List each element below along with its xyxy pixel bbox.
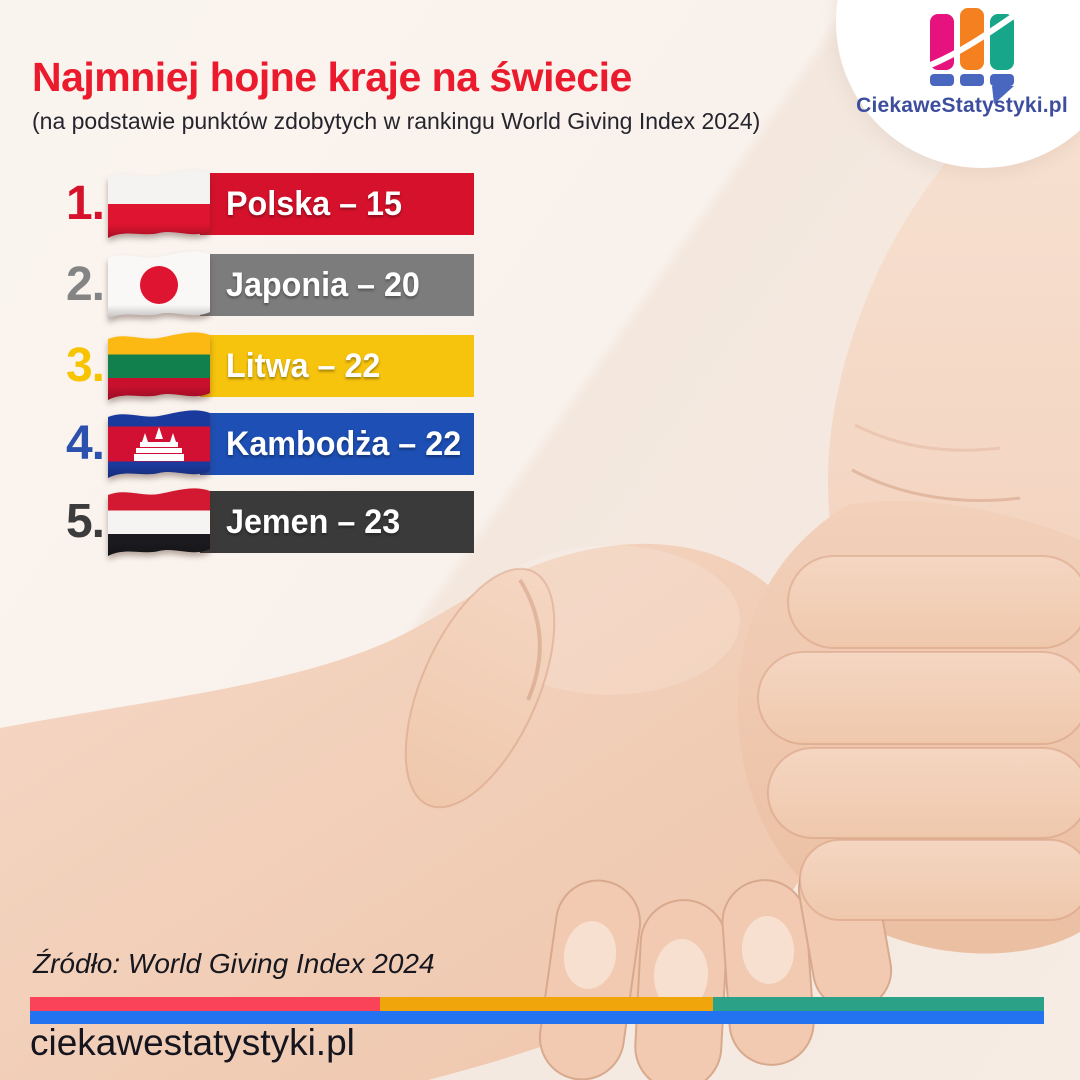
angkor-wat-emblem bbox=[134, 427, 184, 461]
cambodia-flag-icon bbox=[108, 408, 210, 480]
rank-banner: Litwa – 22 bbox=[200, 335, 474, 397]
rank-label: Kambodża – 22 bbox=[226, 424, 462, 463]
poland-flag-icon bbox=[108, 168, 210, 240]
logo-text: CiekaweStatystyki.pl bbox=[856, 94, 1068, 117]
stripe-segment bbox=[380, 997, 713, 1011]
rank-banner: Kambodża – 22 bbox=[200, 413, 474, 475]
ciekawestatystyki-logo-icon bbox=[930, 7, 1020, 104]
footer-stripe bbox=[30, 997, 1044, 1011]
stripe-segment bbox=[30, 997, 380, 1011]
japan-flag-icon bbox=[108, 249, 210, 321]
site-url: ciekawestatystyki.pl bbox=[30, 1022, 355, 1063]
rank-label: Jemen – 23 bbox=[226, 502, 401, 541]
ranking-row-1: 1. Polska – 15 bbox=[40, 168, 474, 240]
source-note: Źródło: World Giving Index 2024 bbox=[33, 948, 435, 979]
yemen-flag-icon bbox=[108, 486, 210, 558]
rank-label: Polska – 15 bbox=[226, 184, 402, 223]
page-subtitle: (na podstawie punktów zdobytych w rankin… bbox=[32, 108, 761, 134]
rank-number: 2. bbox=[65, 258, 105, 311]
stripe-segment bbox=[713, 997, 1044, 1011]
rank-label: Litwa – 22 bbox=[226, 346, 381, 385]
ranking-row-3: 3. Litwa – 22 bbox=[40, 330, 474, 402]
rank-banner: Japonia – 20 bbox=[200, 254, 474, 316]
page-title: Najmniej hojne kraje na świecie bbox=[32, 54, 632, 100]
ranking-row-5: 5. Jemen – 23 bbox=[40, 486, 474, 558]
rank-number: 4. bbox=[65, 417, 105, 470]
ranking-row-4: 4. Kambodża – 22 bbox=[40, 408, 474, 480]
rank-number: 1. bbox=[65, 177, 105, 230]
rank-label: Japonia – 20 bbox=[226, 265, 420, 304]
rank-banner: Jemen – 23 bbox=[200, 491, 474, 553]
logo-badge: CiekaweStatystyki.pl bbox=[836, 0, 1080, 168]
rank-number: 3. bbox=[65, 339, 105, 392]
rank-banner: Polska – 15 bbox=[200, 173, 474, 235]
stripe-base bbox=[30, 1011, 1044, 1024]
rank-number: 5. bbox=[65, 495, 105, 548]
ranking-row-2: 2. Japonia – 20 bbox=[40, 249, 474, 321]
lithuania-flag-icon bbox=[108, 330, 210, 402]
japan-sun-disc bbox=[140, 266, 178, 304]
